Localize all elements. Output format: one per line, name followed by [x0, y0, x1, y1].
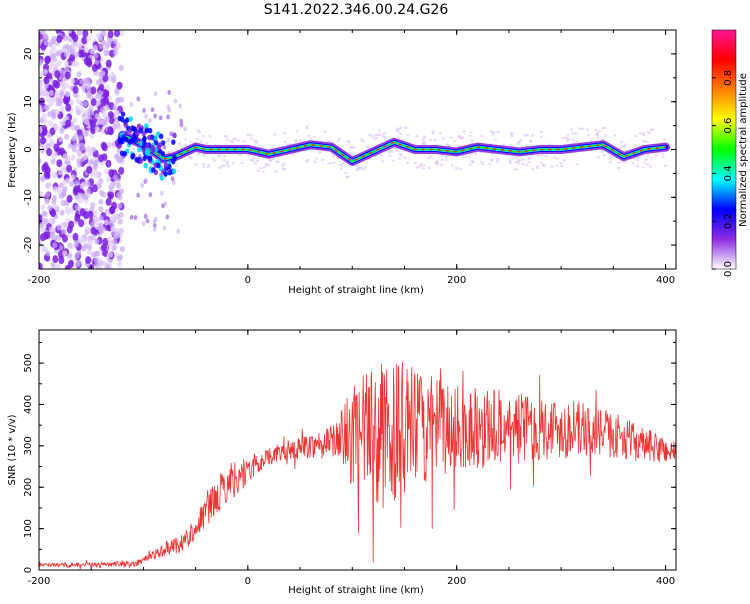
spectrogram-image [39, 30, 671, 269]
spectrogram-x-tick-label: -200 [28, 275, 51, 286]
spectrogram-ylabel: Frequency (Hz) [7, 112, 18, 188]
snr-y-tick-label: 400 [23, 395, 34, 414]
snr-ticks: -200 0 200 400 0 100 200 300 400 500 [23, 330, 676, 587]
snr-x-tick-label: 0 [245, 576, 251, 587]
snr-x-tick-label: 200 [447, 576, 466, 587]
figure-title: S141.2022.346.00.24.G26 [264, 2, 449, 18]
spectrogram-ticks: -200 0 200 400 -20 -10 0 10 20 [23, 29, 676, 286]
snr-y-tick-label: 500 [23, 354, 34, 373]
colorbar-tick-label: 0.8 [723, 70, 734, 86]
colorbar-tick-label: 0.4 [723, 165, 734, 181]
spectrogram-x-tick-label: 400 [656, 275, 675, 286]
colorbar-label: Normalized spectral amplitude [738, 73, 749, 227]
spectrogram-xlabel: Height of straight line (km) [288, 285, 424, 296]
snr-x-tick-label: -200 [28, 576, 51, 587]
spectrogram-y-tick-label: 0 [23, 146, 34, 152]
spectrogram-y-tick-label: 10 [23, 95, 34, 108]
colorbar-tick-label: 0.0 [723, 261, 734, 277]
snr-ylabel: SNR (10 * v/v) [7, 414, 18, 485]
colorbar-tick-label: 0.2 [723, 213, 734, 229]
snr-xlabel: Height of straight line (km) [288, 585, 424, 596]
snr-panel: -200 0 200 400 0 100 200 300 400 500 Height of st… [7, 329, 677, 596]
spectrogram-y-tick-label: -20 [23, 237, 34, 253]
snr-frame [38, 329, 677, 571]
snr-y-tick-label: 300 [23, 436, 34, 455]
colorbar-ticks: 0.0 0.2 0.4 0.6 0.8 [712, 70, 734, 277]
spectrogram-x-tick-label: 0 [245, 275, 251, 286]
colorbar: 0.0 0.2 0.4 0.6 0.8 Normalized spectral ampl… [711, 29, 749, 277]
snr-series-line [39, 361, 676, 570]
colorbar-tick-label: 0.6 [723, 118, 734, 134]
colorbar-gradient [711, 29, 737, 270]
spectrogram-y-tick-label: 20 [23, 48, 34, 61]
snr-y-tick-label: 200 [23, 478, 34, 497]
ridge-band-peak [122, 134, 666, 163]
snr-x-tick-label: 400 [656, 576, 675, 587]
spectrogram-panel: -200 0 200 400 -20 -10 0 10 20 Height of straigh… [7, 29, 677, 296]
snr-y-tick-label: 0 [23, 567, 34, 573]
spectrogram-x-tick-label: 200 [447, 275, 466, 286]
snr-y-tick-label: 100 [23, 519, 34, 538]
spectrogram-y-tick-label: -10 [23, 189, 34, 205]
